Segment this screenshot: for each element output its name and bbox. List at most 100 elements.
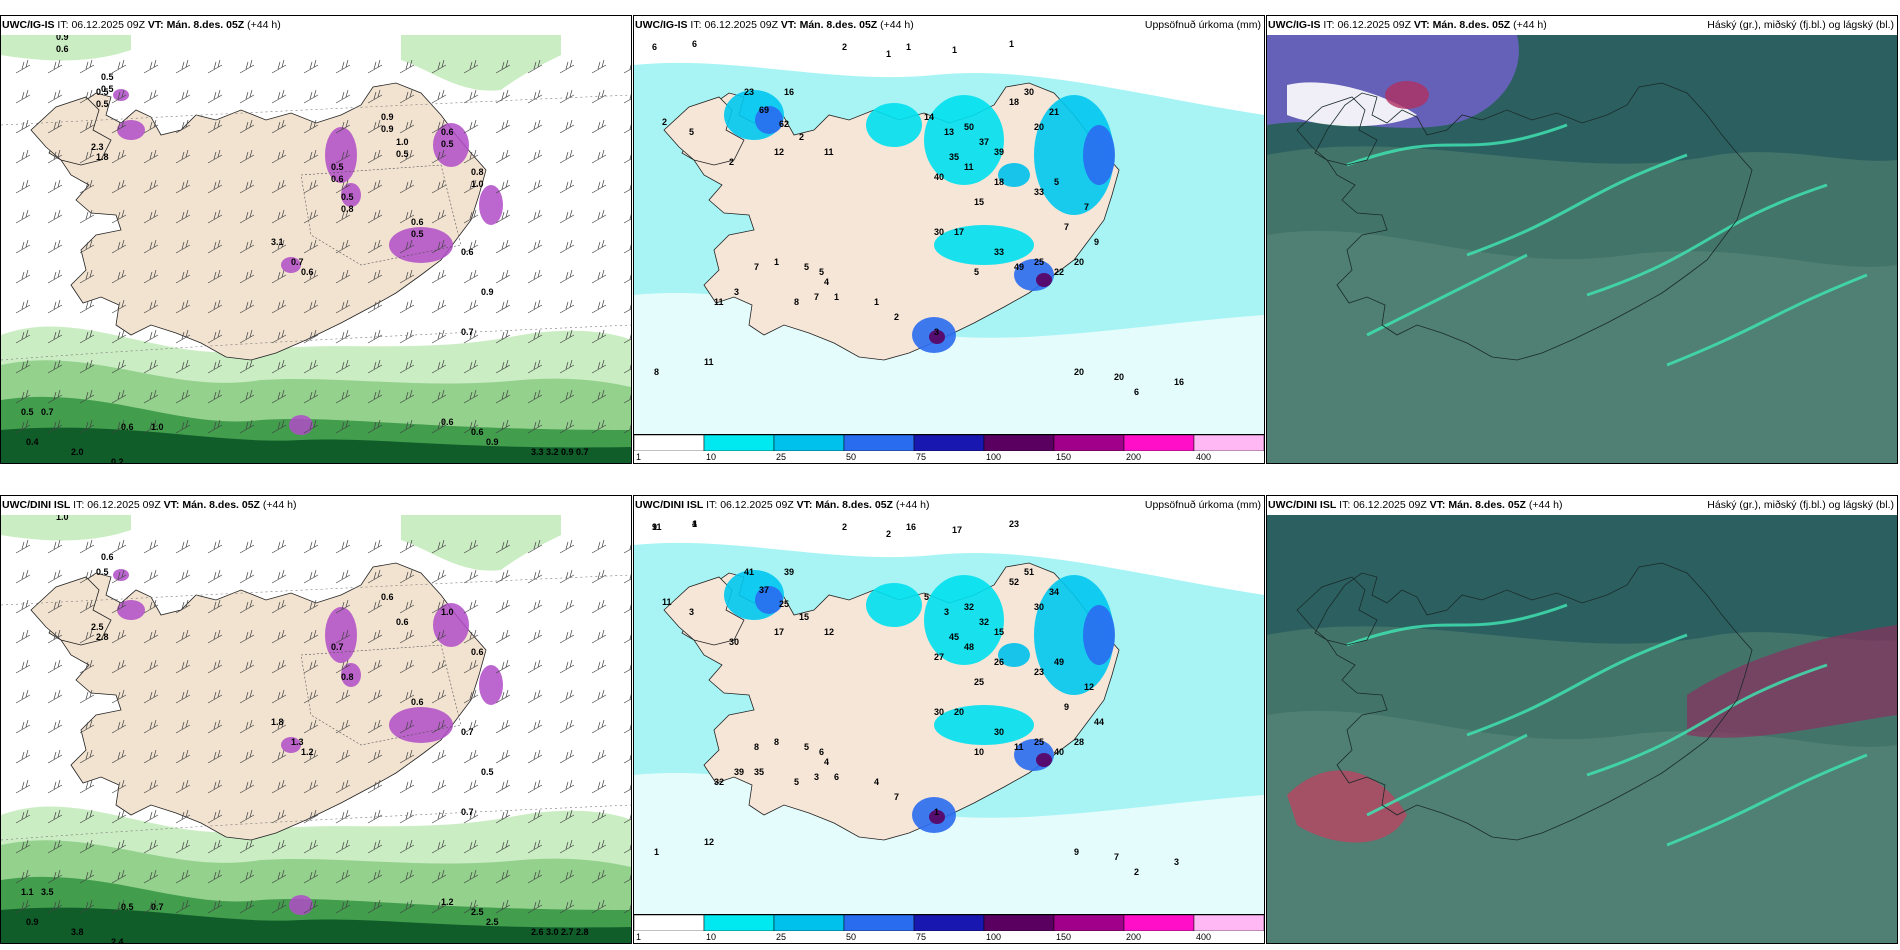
wind-barb [431, 239, 447, 254]
wind-value-label: 3.1 [271, 237, 284, 247]
wind-value-label: 0.5 [101, 72, 114, 82]
wind-barb [463, 359, 479, 374]
precip-value-label: 6 [819, 747, 824, 757]
precip-value-label: 30 [729, 637, 739, 647]
wind-barb [15, 869, 31, 884]
precip-value-label: 3 [814, 772, 819, 782]
wind-value-label: 0.5 [96, 99, 109, 109]
colorbar-tick-label: 150 [1056, 932, 1072, 942]
wind-barb [591, 329, 607, 344]
wind-barb [143, 119, 159, 134]
gust-contour [117, 600, 145, 620]
wind-barb [367, 899, 383, 914]
wind-value-label: 0.5 [96, 567, 109, 577]
colorbar-tick-label: 25 [776, 452, 787, 462]
wind-barb [495, 779, 511, 794]
precip-value-label: 11 [964, 162, 974, 172]
precip-value-label: 37 [979, 137, 989, 147]
wind-barb [143, 839, 159, 854]
wind-barb [271, 569, 287, 584]
wind-barb [207, 569, 223, 584]
wind-barb [79, 239, 95, 254]
wind-speed-contour [1, 35, 131, 61]
wind-barb [623, 214, 631, 224]
cloud-map[interactable] [1267, 515, 1897, 943]
precip-value-label: 32 [964, 602, 974, 612]
wind-barb [335, 59, 351, 74]
wind-barb [303, 389, 319, 404]
wind-barb [111, 389, 127, 404]
wind-value-label: 1.1 [21, 887, 34, 897]
wind-barb [111, 749, 127, 764]
wind-barb [111, 899, 127, 914]
precip-contour [1036, 273, 1052, 287]
wind-barb [367, 539, 383, 554]
wind-value-label: 0.5 [341, 192, 354, 202]
wind-barb [335, 719, 351, 734]
precip-value-label: 3 [734, 287, 739, 297]
wind-barb [367, 599, 383, 614]
westfjords-land [30, 96, 112, 166]
precip-value-label: 30 [934, 227, 944, 237]
hatched-area [300, 164, 462, 266]
precip-value-label: 69 [759, 105, 769, 115]
cloud-map[interactable] [1267, 35, 1897, 463]
wind-barb [79, 179, 95, 194]
cloud-map-layers [1267, 35, 1897, 463]
wind-barb [527, 149, 543, 164]
wind-barb [399, 89, 415, 104]
colorbar-tick-label: 50 [846, 932, 857, 942]
wind-barb [47, 869, 63, 884]
wind-value-label: 0.6 [441, 417, 454, 427]
wind-barb [207, 629, 223, 644]
wind-barb [239, 839, 255, 854]
wind-barb [623, 124, 631, 134]
wind-barb [143, 389, 159, 404]
wind-barb [207, 809, 223, 824]
wind-map[interactable]: 0.90.50.50.91.00.60.80.50.50.60.60.90.70… [1, 35, 631, 463]
wind-value-label: 0.6 [471, 647, 484, 657]
precip-colorbar: 1 10 25 50 75 100 150 200 400 [634, 434, 1264, 463]
wind-barb [399, 59, 415, 74]
precip-value-label: 39 [734, 767, 744, 777]
wind-barb [431, 869, 447, 884]
wind-barb [79, 89, 95, 104]
wind-barb [271, 359, 287, 374]
wind-barb [15, 389, 31, 404]
precip-value-label: 7 [814, 292, 819, 302]
precip-value-label: 23 [1009, 519, 1019, 529]
wind-value-label: 0.6 [331, 174, 344, 184]
wind-barb [591, 419, 607, 434]
wind-barb [559, 839, 575, 854]
wind-value-label: 0.8 [341, 204, 354, 214]
wind-barb [623, 64, 631, 74]
precip-contour [1083, 125, 1115, 185]
wind-speed-contour [401, 515, 561, 571]
wind-barb [367, 689, 383, 704]
wind-barb [143, 299, 159, 314]
precip-value-label: 1 [874, 297, 879, 307]
precip-value-label: 3 [944, 607, 949, 617]
dini-cloud-panel: UWC/DINI ISL IT: 06.12.2025 09Z VT: Mán.… [1266, 495, 1898, 944]
wind-barb [207, 299, 223, 314]
wind-barb [623, 604, 631, 614]
wind-barb [79, 659, 95, 674]
precip-value-label: 6 [1134, 387, 1139, 397]
gust-contour [325, 607, 357, 663]
colorbar-tick-label: 200 [1126, 452, 1142, 462]
wind-barb [399, 749, 415, 764]
wind-barb [79, 119, 95, 134]
wind-barb [239, 419, 255, 434]
wind-barb [207, 779, 223, 794]
wind-barb [431, 59, 447, 74]
wind-barb [623, 544, 631, 554]
wind-barb [111, 299, 127, 314]
wind-barb [431, 329, 447, 344]
wind-barb [15, 329, 31, 344]
precip-contour [866, 103, 922, 147]
wind-barb [335, 419, 351, 434]
wind-barb [495, 569, 511, 584]
wind-map[interactable]: 1.0 0.6 0.5 0.6 0.6 1.0 0.6 0.7 0.8 0.6 0.7 0.5 0.7 1… [1, 515, 631, 943]
